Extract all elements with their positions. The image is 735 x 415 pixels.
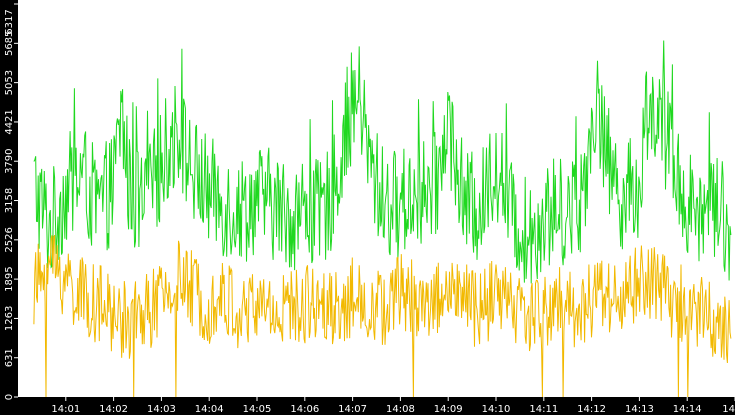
x-tick-label: 14:01 xyxy=(51,404,80,415)
x-tick-label: 14:03 xyxy=(147,404,176,415)
y-tick-label: 6317 xyxy=(4,9,15,34)
series-line-1 xyxy=(33,40,732,284)
y-tick-label: 631 xyxy=(4,348,15,367)
x-tick-label: 14:09 xyxy=(434,404,463,415)
x-tick-label: 14:06 xyxy=(290,404,319,415)
x-tick-label: 14:04 xyxy=(195,404,224,415)
x-axis-ticks: 14:01 14:02 14:03 14:04 14:05 14:06 14:07 14:08… xyxy=(51,397,735,415)
x-tick-label: 14:10 xyxy=(482,404,511,415)
y-tick-label: 2526 xyxy=(4,227,15,252)
y-axis-band xyxy=(0,0,18,415)
x-tick-label: 14:13 xyxy=(625,404,654,415)
x-tick-label: 14:07 xyxy=(338,404,367,415)
x-tick-label: 14:12 xyxy=(577,404,606,415)
y-tick-label: 3158 xyxy=(4,188,15,213)
y-tick-label: 3790 xyxy=(4,148,15,173)
x-tick-label: 14:14 xyxy=(673,404,702,415)
y-tick-label: 1895 xyxy=(4,266,15,291)
plot-series xyxy=(33,40,732,398)
x-tick-label: 14:05 xyxy=(243,404,272,415)
y-tick-label: 1263 xyxy=(4,306,15,331)
x-tick-label: 14:11 xyxy=(529,404,558,415)
y-tick-label: 5685 xyxy=(4,31,15,56)
y-tick-label: 5053 xyxy=(4,70,15,95)
series-line-2 xyxy=(33,234,732,398)
x-tick-label: 14:08 xyxy=(386,404,415,415)
x-tick-label: 14 xyxy=(722,404,735,415)
x-tick-label: 14:02 xyxy=(99,404,128,415)
x-axis-band xyxy=(0,397,735,415)
y-tick-label: 0 xyxy=(4,394,15,400)
y-tick-label: 4421 xyxy=(4,109,15,134)
